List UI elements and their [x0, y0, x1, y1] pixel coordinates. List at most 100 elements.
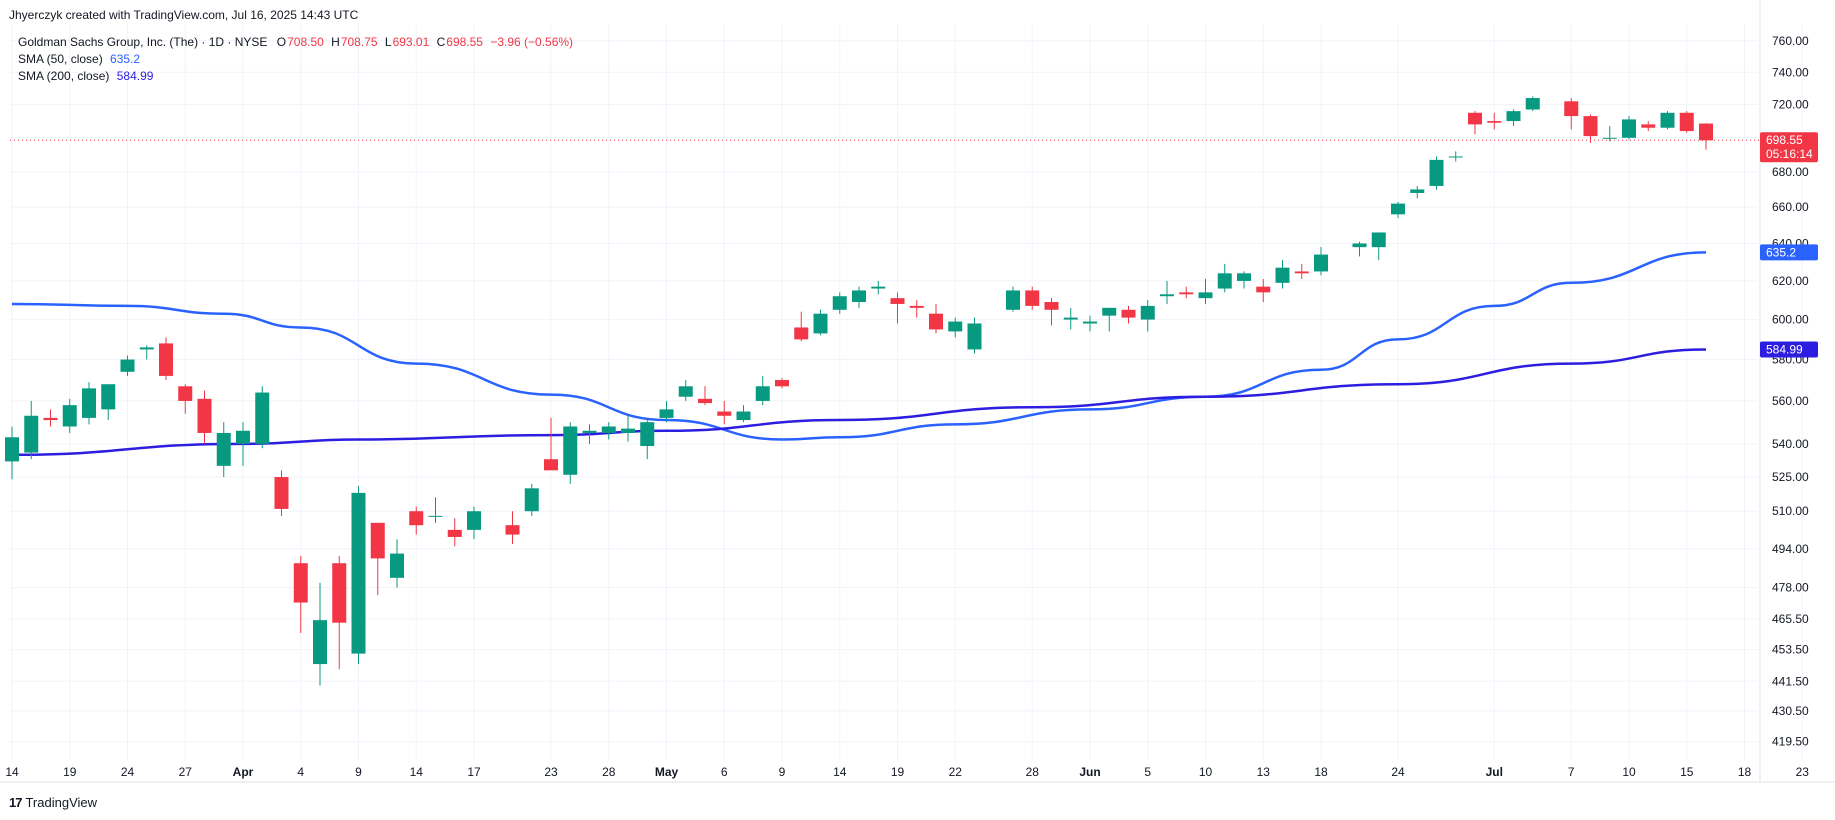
candle-body [1063, 317, 1078, 320]
price-tick-label: 660.00 [1772, 200, 1809, 214]
candle-body [1044, 302, 1059, 310]
candle-up [139, 345, 154, 360]
candle-down [794, 311, 809, 342]
candle-body [197, 398, 212, 433]
candle-down [1679, 111, 1694, 133]
candle-up [1140, 300, 1155, 332]
candle-down [1487, 112, 1502, 130]
time-tick-label: Jun [1079, 765, 1100, 779]
candle-body [1256, 286, 1271, 293]
sma200-line [11, 348, 1707, 457]
candle-body [1314, 254, 1328, 272]
candle-body [1140, 305, 1155, 320]
candle-body [909, 305, 924, 308]
candle-down [293, 555, 308, 633]
candle-up [1102, 307, 1117, 332]
last-price-badge-countdown: 05:16:14 [1766, 147, 1813, 161]
candle-down [1294, 263, 1309, 280]
candle-body [967, 323, 982, 350]
candle-body [871, 286, 886, 289]
candle-body [1391, 203, 1405, 215]
candle-up [62, 398, 77, 433]
candle-down [332, 555, 347, 670]
candle-down [1583, 114, 1598, 143]
price-tick-label: 465.50 [1772, 612, 1809, 626]
candle-up [1275, 260, 1290, 289]
candle-up [1314, 247, 1328, 276]
candle-body [1352, 243, 1367, 248]
candle-up [524, 483, 539, 516]
candle-up [255, 386, 270, 449]
candle-up [1525, 96, 1540, 112]
sma200-label: SMA (200, close) [18, 69, 110, 83]
candle-body [447, 529, 462, 537]
candle-body [1198, 292, 1213, 299]
candle-up [1198, 279, 1213, 304]
candle-up [24, 400, 39, 460]
candle-up [428, 497, 443, 523]
candle-up [101, 384, 116, 421]
candle-body [832, 296, 847, 310]
candle-down [909, 300, 924, 318]
price-axis: 760.00740.00720.00700.00680.00660.00640.… [1772, 34, 1809, 749]
candle-body [1602, 137, 1617, 139]
symbol-legend[interactable]: Goldman Sachs Group, Inc. (The) · 1D · N… [18, 35, 573, 49]
candle-up [313, 582, 327, 686]
candle-body [813, 313, 828, 334]
candle-body [178, 386, 193, 401]
last-price-badge-label: 698.55 [1766, 133, 1803, 147]
candle-up [1391, 201, 1405, 218]
open-value: 708.50 [287, 35, 324, 49]
candle-body [563, 426, 578, 475]
sma50-line [11, 251, 1707, 441]
candle-down [1256, 279, 1271, 303]
candle-down [43, 409, 58, 427]
time-tick-label: May [655, 765, 679, 779]
candle-up [678, 380, 693, 401]
candle-body [1679, 112, 1694, 132]
price-tick-label: 430.50 [1772, 704, 1809, 718]
sma50-legend[interactable]: SMA (50, close) 635.2 [18, 52, 140, 66]
candle-body [582, 430, 597, 433]
candle-down [1179, 286, 1194, 299]
candle-body [139, 347, 154, 350]
candle-body [62, 405, 77, 427]
time-tick-label: 6 [721, 765, 728, 779]
low-value: 693.01 [392, 35, 430, 49]
high-label: H [331, 35, 340, 49]
candle-body [601, 426, 616, 433]
candle-body [698, 398, 712, 404]
tradingview-logo[interactable]: 17 TradingView [9, 795, 97, 810]
time-tick-label: 7 [1568, 765, 1575, 779]
candle-body [1179, 292, 1194, 295]
price-tick-label: 525.00 [1772, 470, 1809, 484]
candle-up [82, 382, 96, 425]
sma200-legend[interactable]: SMA (200, close) 584.99 [18, 69, 153, 83]
time-tick-label: 14 [410, 765, 424, 779]
open-label: O [276, 35, 287, 49]
price-tick-label: 540.00 [1772, 437, 1809, 451]
candle-body [1448, 156, 1463, 158]
candle-body [1660, 112, 1675, 128]
candle-down [274, 470, 289, 516]
candle-body [467, 511, 481, 530]
candle-body [929, 313, 943, 330]
time-tick-label: Jul [1486, 765, 1503, 779]
candle-body [659, 409, 674, 418]
sma200-value: 584.99 [116, 69, 154, 83]
candle-body [852, 290, 866, 303]
price-tick-label: 620.00 [1772, 274, 1809, 288]
time-tick-label: 23 [544, 765, 558, 779]
candle-body [1622, 119, 1636, 138]
candle-up [582, 424, 597, 444]
candle-up [1622, 116, 1636, 140]
candle-body [82, 388, 96, 418]
candle-down [447, 518, 462, 547]
price-tick-label: 478.00 [1772, 581, 1809, 595]
price-tick-label: 510.00 [1772, 504, 1809, 518]
candle-up [755, 375, 770, 406]
candle-up [390, 539, 404, 588]
candle-down [370, 522, 385, 596]
candle-down [159, 337, 173, 381]
